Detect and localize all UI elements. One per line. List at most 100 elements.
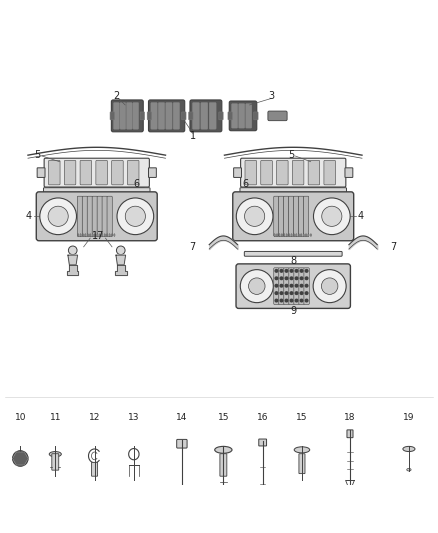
FancyBboxPatch shape: [193, 102, 199, 129]
Text: 12: 12: [89, 413, 100, 422]
Circle shape: [275, 292, 278, 294]
FancyBboxPatch shape: [111, 100, 143, 132]
FancyBboxPatch shape: [324, 160, 336, 185]
FancyBboxPatch shape: [134, 196, 144, 202]
FancyBboxPatch shape: [151, 102, 157, 129]
FancyBboxPatch shape: [304, 196, 309, 236]
Ellipse shape: [49, 451, 61, 457]
Circle shape: [117, 246, 125, 255]
Text: 2: 2: [113, 91, 120, 101]
FancyBboxPatch shape: [177, 439, 187, 448]
FancyBboxPatch shape: [236, 264, 350, 309]
FancyBboxPatch shape: [289, 268, 294, 304]
FancyBboxPatch shape: [276, 160, 288, 185]
FancyBboxPatch shape: [268, 111, 287, 120]
FancyBboxPatch shape: [120, 102, 126, 129]
FancyBboxPatch shape: [240, 158, 346, 187]
Circle shape: [240, 270, 273, 303]
FancyBboxPatch shape: [92, 462, 98, 476]
Polygon shape: [116, 255, 126, 265]
Circle shape: [305, 270, 308, 272]
FancyBboxPatch shape: [284, 268, 289, 304]
FancyBboxPatch shape: [239, 103, 245, 128]
FancyBboxPatch shape: [49, 196, 59, 202]
Text: 18: 18: [344, 413, 356, 422]
Circle shape: [285, 299, 288, 302]
Ellipse shape: [305, 234, 307, 236]
Ellipse shape: [294, 447, 310, 453]
FancyBboxPatch shape: [49, 160, 60, 185]
Ellipse shape: [310, 234, 311, 236]
Text: 1: 1: [190, 131, 196, 141]
FancyBboxPatch shape: [92, 196, 97, 236]
FancyBboxPatch shape: [173, 102, 180, 129]
Ellipse shape: [78, 234, 79, 236]
FancyBboxPatch shape: [147, 112, 152, 120]
FancyBboxPatch shape: [110, 112, 114, 120]
FancyBboxPatch shape: [274, 196, 279, 236]
Text: 15: 15: [296, 413, 308, 422]
Circle shape: [236, 198, 273, 235]
Text: 9: 9: [290, 306, 296, 316]
FancyBboxPatch shape: [102, 196, 107, 236]
FancyBboxPatch shape: [112, 160, 123, 185]
FancyBboxPatch shape: [274, 268, 279, 304]
FancyBboxPatch shape: [240, 188, 346, 192]
Ellipse shape: [303, 234, 304, 236]
Ellipse shape: [97, 234, 98, 236]
FancyBboxPatch shape: [246, 103, 252, 128]
FancyBboxPatch shape: [228, 112, 232, 120]
FancyBboxPatch shape: [80, 160, 92, 185]
FancyBboxPatch shape: [148, 100, 185, 132]
Text: 8: 8: [290, 256, 296, 266]
FancyBboxPatch shape: [304, 268, 309, 304]
FancyBboxPatch shape: [82, 196, 88, 236]
Circle shape: [300, 270, 303, 272]
Circle shape: [280, 285, 283, 287]
Circle shape: [305, 277, 308, 280]
FancyBboxPatch shape: [232, 103, 238, 128]
Ellipse shape: [279, 234, 280, 236]
FancyBboxPatch shape: [201, 102, 208, 129]
Circle shape: [275, 270, 278, 272]
Circle shape: [300, 299, 303, 302]
Text: 17: 17: [92, 231, 104, 241]
Circle shape: [305, 285, 308, 287]
Circle shape: [295, 277, 298, 280]
FancyBboxPatch shape: [64, 160, 76, 185]
FancyBboxPatch shape: [299, 454, 305, 474]
FancyBboxPatch shape: [299, 196, 304, 236]
Circle shape: [244, 206, 265, 227]
Circle shape: [275, 277, 278, 280]
Circle shape: [322, 206, 342, 227]
Text: 14: 14: [176, 413, 187, 422]
FancyBboxPatch shape: [233, 192, 354, 241]
Circle shape: [275, 299, 278, 302]
Circle shape: [285, 292, 288, 294]
FancyBboxPatch shape: [127, 102, 132, 129]
Text: 11: 11: [49, 413, 61, 422]
Ellipse shape: [293, 234, 294, 236]
Ellipse shape: [298, 234, 300, 236]
Circle shape: [295, 285, 298, 287]
FancyBboxPatch shape: [189, 112, 193, 120]
Ellipse shape: [407, 469, 411, 471]
FancyBboxPatch shape: [220, 454, 227, 476]
Circle shape: [290, 277, 293, 280]
Text: 7: 7: [190, 242, 196, 252]
FancyBboxPatch shape: [331, 196, 341, 202]
Ellipse shape: [90, 234, 91, 236]
Circle shape: [305, 299, 308, 302]
FancyBboxPatch shape: [113, 102, 119, 129]
Circle shape: [13, 451, 28, 466]
FancyBboxPatch shape: [36, 192, 157, 241]
Ellipse shape: [286, 234, 287, 236]
Ellipse shape: [85, 234, 86, 236]
Circle shape: [275, 285, 278, 287]
Text: 16: 16: [257, 413, 268, 422]
Text: 5: 5: [35, 150, 41, 160]
Circle shape: [295, 270, 298, 272]
FancyBboxPatch shape: [96, 160, 107, 185]
Circle shape: [314, 198, 350, 235]
Ellipse shape: [296, 234, 297, 236]
